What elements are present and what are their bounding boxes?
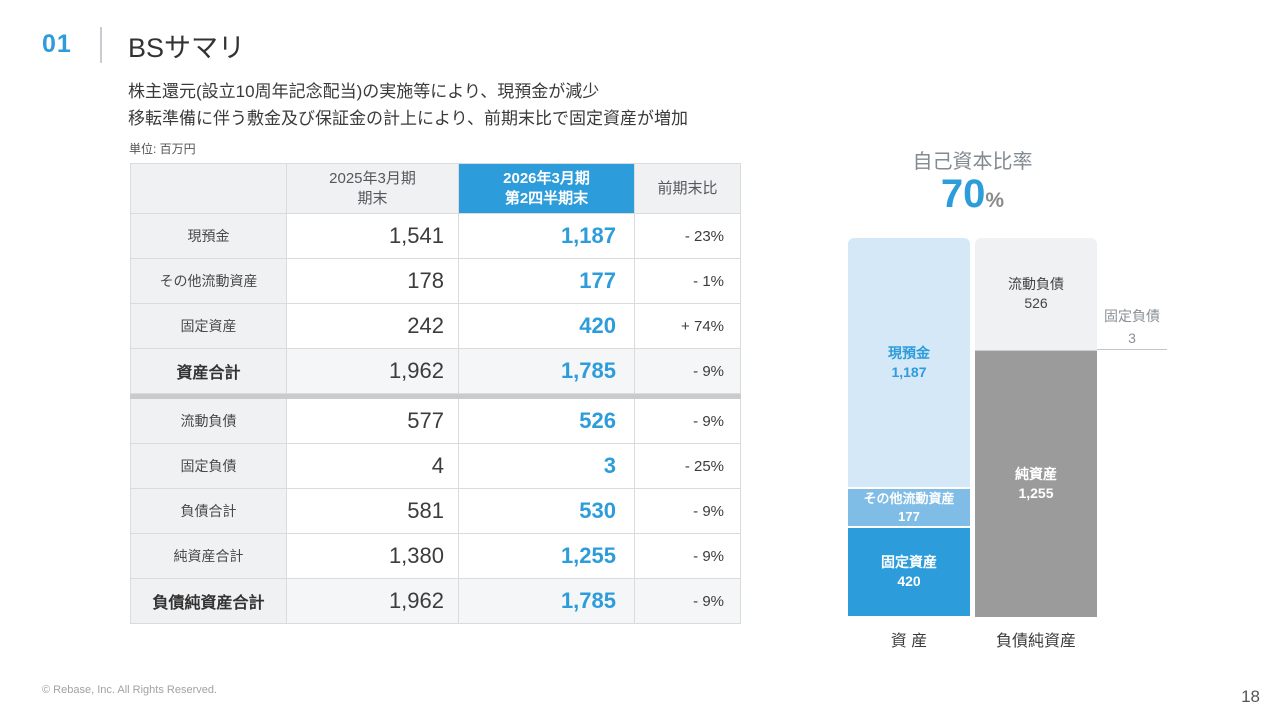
equity-ratio-unit: %	[985, 189, 1005, 212]
current-period-value: 1,187	[458, 213, 635, 259]
prev-period-value: 1,962	[286, 348, 459, 394]
prev-period-value: 577	[286, 398, 459, 444]
change-percent: - 25%	[634, 443, 741, 489]
row-label: その他流動資産	[130, 258, 287, 304]
row-label: 固定負債	[130, 443, 287, 489]
table-row: 固定負債 4 3- 25%	[130, 443, 741, 489]
current-period-value: 530	[458, 488, 635, 534]
bar-segment-純資産: 純資産 1,255	[975, 351, 1097, 617]
current-period-value: 526	[458, 398, 635, 444]
bar-segment-流動負債: 流動負債 526	[975, 238, 1097, 350]
summary-line-1: 株主還元(設立10周年記念配当)の実施等により、現預金が減少	[128, 82, 600, 101]
table-row: 流動負債 577 526- 9%	[130, 398, 741, 444]
equity-ratio-title: 自己資本比率	[912, 151, 1033, 173]
table-body: 現預金 1,541 1,187- 23% その他流動資産 178 177- 1% 固定資産 2…	[130, 213, 741, 624]
bs-chart: 自己資本比率 70% 現預金 1,187 その他流動資産 177 固定資産 420 流動負債…	[848, 140, 1178, 650]
prev-period-value: 178	[286, 258, 459, 304]
prev-period-value: 1,962	[286, 578, 459, 624]
column-header-current-period: 2026年3月期 第2四半期末	[458, 163, 635, 214]
change-percent: + 74%	[634, 303, 741, 349]
table-row: 資産合計 1,962 1,785- 9%	[130, 348, 741, 394]
table-row: 現預金 1,541 1,187- 23%	[130, 213, 741, 259]
unit-note: 単位: 百万円	[129, 142, 196, 156]
assets-bar: 現預金 1,187 その他流動資産 177 固定資産 420	[848, 238, 970, 616]
row-label: 負債純資産合計	[130, 578, 287, 624]
bar-segment-固定負債	[975, 350, 1097, 351]
change-percent: - 9%	[634, 578, 741, 624]
column-header-empty	[130, 163, 287, 214]
assets-bar-label: 資 産	[890, 633, 928, 650]
prev-period-value: 581	[286, 488, 459, 534]
prev-period-value: 4	[286, 443, 459, 489]
prev-period-value: 1,380	[286, 533, 459, 579]
change-percent: - 1%	[634, 258, 741, 304]
page-title: BSサマリ	[128, 33, 246, 63]
liabilities-bar-label: 負債純資産	[995, 633, 1076, 650]
row-label: 純資産合計	[130, 533, 287, 579]
header-divider	[100, 27, 102, 63]
current-period-value: 1,255	[458, 533, 635, 579]
change-percent: - 9%	[634, 533, 741, 579]
row-label: 負債合計	[130, 488, 287, 534]
change-percent: - 9%	[634, 348, 741, 394]
table-row: その他流動資産 178 177- 1%	[130, 258, 741, 304]
equity-ratio-number: 70	[940, 172, 986, 216]
bar-segment-現預金: 現預金 1,187	[848, 238, 970, 487]
bar-segment-固定資産: 固定資産 420	[848, 528, 970, 616]
summary-text: 株主還元(設立10周年記念配当)の実施等により、現預金が減少 移転準備に伴う敷金…	[128, 78, 688, 132]
bs-chart-bars: 現預金 1,187 その他流動資産 177 固定資産 420 流動負債 526 純資産 1,255	[848, 238, 1097, 617]
current-period-value: 420	[458, 303, 635, 349]
column-header-change: 前期末比	[634, 163, 741, 214]
equity-ratio-value: 70%	[848, 172, 1097, 217]
table-header-row: 2025年3月期 期末 2026年3月期 第2四半期末 前期末比	[130, 163, 741, 214]
change-percent: - 9%	[634, 488, 741, 534]
current-period-value: 1,785	[458, 578, 635, 624]
change-percent: - 23%	[634, 213, 741, 259]
liabilities-bar: 流動負債 526 純資産 1,255	[975, 238, 1097, 617]
copyright: © Rebase, Inc. All Rights Reserved.	[42, 684, 218, 696]
bar-category-labels: 資 産 負債純資産	[848, 627, 1097, 651]
bar-segment-その他流動資産: その他流動資産 177	[848, 489, 970, 526]
change-percent: - 9%	[634, 398, 741, 444]
table-row: 純資産合計 1,380 1,255- 9%	[130, 533, 741, 579]
current-period-value: 3	[458, 443, 635, 489]
slide-number: 01	[42, 30, 72, 58]
row-label: 資産合計	[130, 348, 287, 394]
table-row: 負債合計 581 530- 9%	[130, 488, 741, 534]
prev-period-value: 1,541	[286, 213, 459, 259]
fixed-liabilities-annotation: 固定負債 3	[1097, 305, 1167, 350]
row-label: 固定資産	[130, 303, 287, 349]
column-header-prev-period: 2025年3月期 期末	[286, 163, 459, 214]
page-number: 18	[1241, 687, 1260, 706]
summary-line-2: 移転準備に伴う敷金及び保証金の計上により、前期末比で固定資産が増加	[128, 109, 688, 128]
current-period-value: 1,785	[458, 348, 635, 394]
row-label: 流動負債	[130, 398, 287, 444]
prev-period-value: 242	[286, 303, 459, 349]
table-row: 負債純資産合計 1,962 1,785- 9%	[130, 578, 741, 624]
balance-sheet-table: 2025年3月期 期末 2026年3月期 第2四半期末 前期末比 現預金 1,541 1…	[130, 163, 741, 624]
current-period-value: 177	[458, 258, 635, 304]
table-row: 固定資産 242 420 + 74%	[130, 303, 741, 349]
row-label: 現預金	[130, 213, 287, 259]
